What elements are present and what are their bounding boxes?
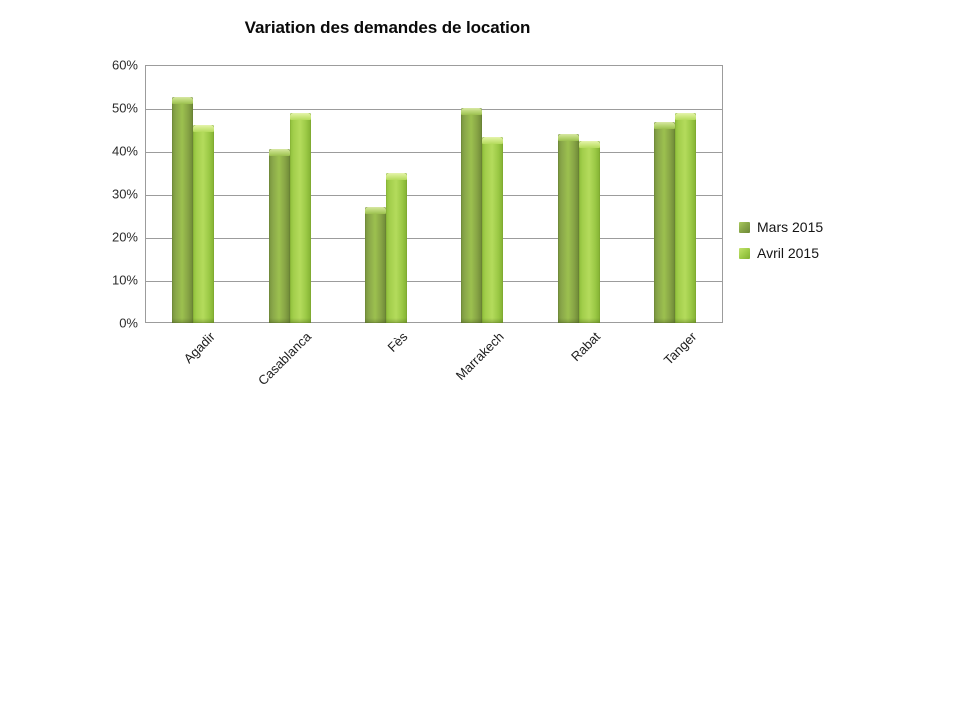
y-axis: 60% 50% 40% 30% 20% 10% 0% — [95, 58, 138, 331]
bar-group — [557, 65, 600, 323]
y-axis-tick-label: 60% — [111, 57, 138, 73]
x-axis-tick-label: Tanger — [660, 329, 700, 368]
gridline — [146, 281, 722, 282]
bar-cap — [482, 136, 504, 144]
y-axis-tick-label: 20% — [111, 229, 138, 245]
bar-rabat-avril-2015[interactable] — [578, 141, 600, 323]
bar-foot-shadow — [482, 318, 504, 323]
bars-layer — [145, 65, 723, 323]
bar-rabat-mars-2015[interactable] — [557, 133, 579, 323]
y-axis-tick-label: 50% — [111, 100, 138, 116]
bar-marrakech-avril-2015[interactable] — [482, 136, 504, 323]
bar-foot-shadow — [364, 318, 386, 323]
bar-group — [268, 65, 311, 323]
bar-foot-shadow — [289, 318, 311, 323]
legend-swatch-icon — [739, 247, 750, 259]
bar-foot-shadow — [578, 318, 600, 323]
x-axis-tick-label: Agadir — [180, 329, 218, 367]
bar-foot-shadow — [461, 318, 483, 323]
plot-area — [145, 65, 723, 323]
gridline — [146, 238, 722, 239]
bar-fs-mars-2015[interactable] — [364, 206, 386, 323]
bar-agadir-mars-2015[interactable] — [172, 97, 194, 323]
bar-foot-shadow — [674, 318, 696, 323]
bar-casablanca-avril-2015[interactable] — [289, 113, 311, 323]
chart-container: Variation des demandes de location 60% 50… — [95, 18, 909, 418]
bar-foot-shadow — [385, 318, 407, 323]
bar-cap — [578, 141, 600, 149]
legend-swatch-icon — [739, 221, 750, 233]
bar-marrakech-mars-2015[interactable] — [461, 108, 483, 323]
bar-agadir-avril-2015[interactable] — [193, 125, 215, 323]
bar-group — [172, 65, 215, 323]
gridline — [146, 195, 722, 196]
y-axis-tick-label: 30% — [111, 186, 138, 202]
legend-label: Mars 2015 — [757, 219, 824, 235]
y-axis-tick-label: 40% — [111, 143, 138, 159]
gridlines — [146, 66, 722, 322]
bar-tanger-avril-2015[interactable] — [674, 113, 696, 323]
bar-foot-shadow — [653, 318, 675, 323]
legend-label: Avril 2015 — [757, 245, 820, 261]
bar-group — [364, 65, 407, 323]
bar-group — [653, 65, 696, 323]
chart-legend: Mars 2015 Avril 2015 — [739, 214, 909, 266]
gridline — [146, 109, 722, 110]
x-axis-tick-label: Rabat — [567, 329, 604, 365]
bar-foot-shadow — [172, 318, 194, 323]
legend-item[interactable]: Avril 2015 — [739, 240, 909, 266]
chart-title: Variation des demandes de location — [244, 18, 531, 37]
bar-foot-shadow — [557, 318, 579, 323]
bar-cap — [653, 122, 675, 130]
bar-cap — [461, 108, 483, 115]
bar-cap — [674, 113, 696, 121]
bar-cap — [193, 125, 215, 133]
bar-foot-shadow — [193, 318, 215, 323]
bar-group — [461, 65, 504, 323]
gridline — [146, 152, 722, 153]
bar-cap — [557, 133, 579, 141]
x-axis: Agadir Casablanca Fès Marrakech Rabat Tanger — [145, 323, 723, 418]
y-axis-tick-label: 0% — [119, 315, 138, 331]
bar-cap — [385, 172, 407, 180]
bar-cap — [172, 97, 194, 105]
bar-foot-shadow — [268, 318, 290, 323]
legend-item[interactable]: Mars 2015 — [739, 214, 909, 240]
bar-cap — [268, 148, 290, 156]
bar-fs-avril-2015[interactable] — [385, 172, 407, 323]
bar-cap — [289, 113, 311, 121]
bar-tanger-mars-2015[interactable] — [653, 122, 675, 323]
y-axis-tick-label: 10% — [111, 272, 138, 288]
bar-casablanca-mars-2015[interactable] — [268, 148, 290, 323]
x-axis-tick-label: Fès — [384, 329, 411, 355]
bar-cap — [364, 206, 386, 214]
